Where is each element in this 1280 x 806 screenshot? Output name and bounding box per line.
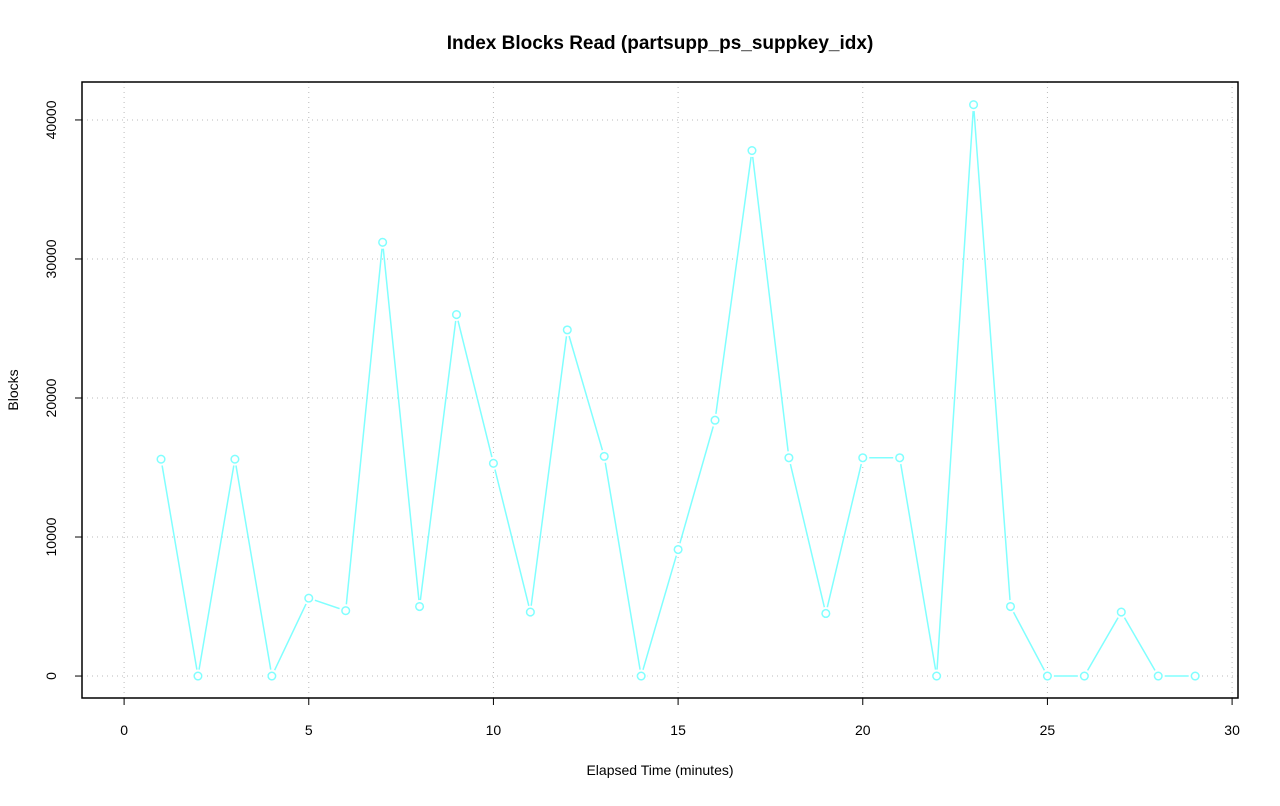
y-tick-label: 10000 [43,517,59,556]
data-point [821,608,831,619]
data-point [304,593,314,603]
data-point [1005,601,1016,612]
data-point [230,454,240,464]
y-tick-label: 20000 [43,378,59,417]
point-gap [154,452,168,466]
x-tick-label: 20 [855,722,871,738]
point-gap [671,543,685,557]
x-tick-label: 30 [1224,722,1240,738]
point-gap [523,605,537,619]
data-point [710,415,720,425]
data-point [673,544,683,555]
point-gap [1188,669,1202,683]
point-gap [967,98,981,112]
point-gap [413,600,427,614]
point-gap [191,669,205,683]
x-axis-label: Elapsed Time (minutes) [586,762,733,778]
data-point [525,607,535,617]
point-gap [708,413,722,427]
point-gap [376,235,390,249]
data-point [415,601,425,612]
series-line [160,104,1196,679]
data-point [488,458,498,468]
point-gap [782,451,796,465]
point-gap [1003,600,1017,614]
point-gap [745,144,759,158]
y-tick-label: 30000 [43,239,59,278]
data-point [1042,671,1052,681]
y-tick-label: 0 [43,672,59,680]
point-gap [486,456,500,470]
data-point [858,453,868,463]
point-gap [819,606,833,620]
data-point [1116,607,1126,617]
point-gap [339,604,353,618]
y-tick-label: 40000 [43,100,59,139]
point-gap [634,669,648,683]
data-point [562,325,572,335]
data-point [895,453,905,463]
data-point [599,451,609,461]
data-point [378,237,388,247]
data-point [784,453,794,463]
point-gap [1040,669,1054,683]
point-gap [1151,669,1165,683]
point-gap [228,452,242,466]
point-gap [856,451,870,465]
point-gap [265,669,279,683]
chart-title: Index Blocks Read (partsupp_ps_suppkey_i… [447,33,874,54]
data-point [1079,671,1089,681]
data-point [747,145,757,156]
point-gap [1114,605,1128,619]
data-point [451,310,462,320]
x-tick-label: 25 [1040,722,1056,738]
x-tick-label: 15 [670,722,686,738]
point-gap [560,323,574,337]
point-gap [597,449,611,463]
data-point [341,606,351,616]
data-point [636,671,646,681]
data-point [969,100,979,110]
data-point [1190,671,1200,681]
data-point [1153,671,1163,681]
point-gap [893,451,907,465]
data-point [932,671,942,681]
data-point [193,671,203,681]
plot-frame [81,81,1239,699]
point-gap [302,591,316,605]
data-point [267,671,277,681]
x-tick-label: 5 [305,722,313,738]
x-tick-label: 10 [486,722,502,738]
point-gap [1077,669,1091,683]
x-tick-label: 0 [120,722,128,738]
point-gap [449,308,463,322]
data-point [156,454,166,464]
point-gap [930,669,944,683]
y-axis-label: Blocks [5,369,21,410]
